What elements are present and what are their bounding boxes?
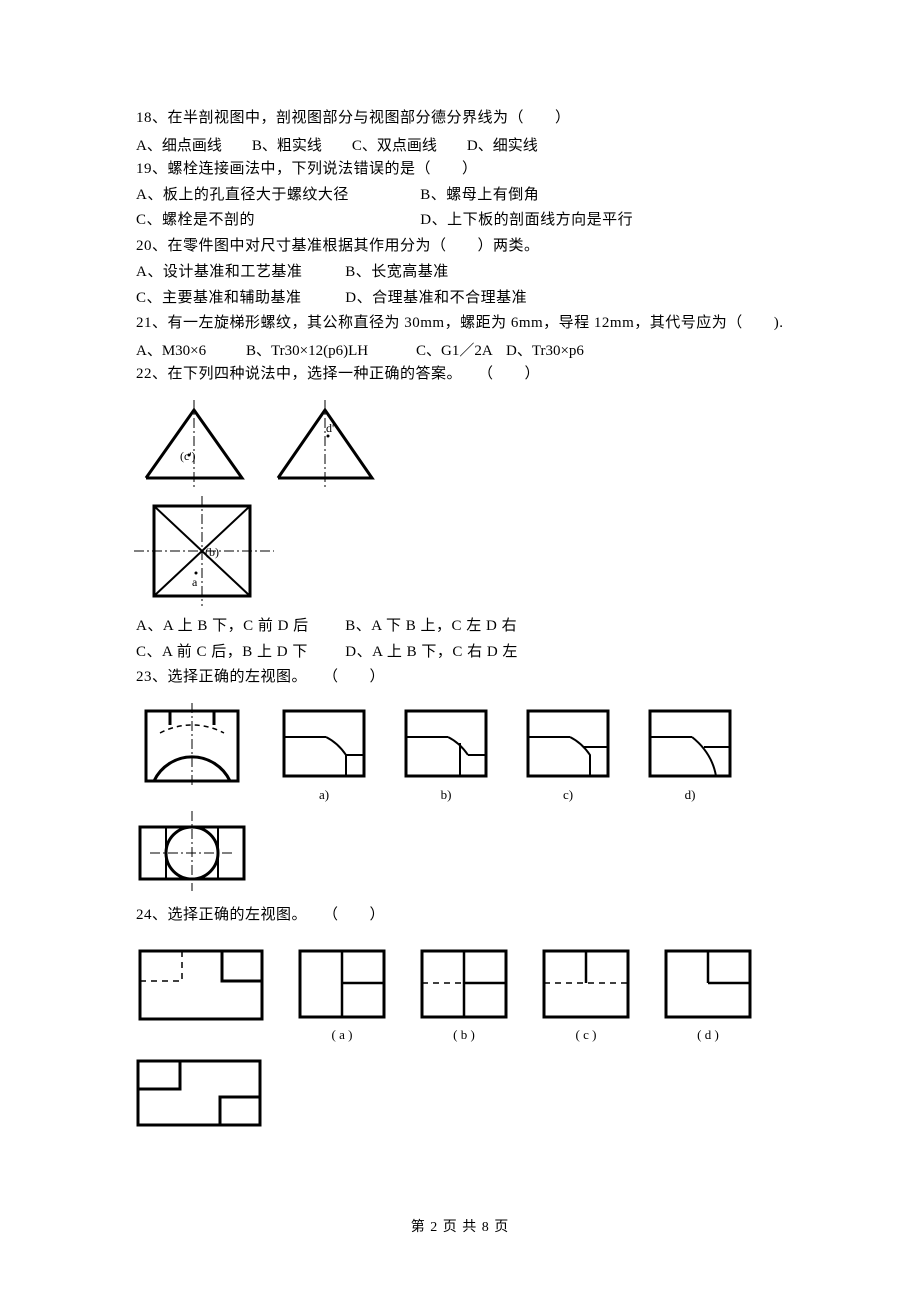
q24-opt-d: ( d ) [662,945,754,1043]
q20-optA: A、设计基准和工艺基准 [136,262,341,284]
q23-cap-d: d) [685,787,696,803]
q20-optB: B、长宽高基准 [345,264,449,280]
q20-stem: 20、在零件图中对尺寸基准根据其作用分为（ ）两类。 [136,236,790,258]
q18-optC: C、双点画线 [352,134,437,155]
q22-triangle-right: d'' [266,400,386,488]
q19-row1: A、板上的孔直径大于螺纹大径 B、螺母上有倒角 [136,185,790,207]
q20-row2: C、主要基准和辅助基准 D、合理基准和不合理基准 [136,288,790,310]
q19-stem: 19、螺栓连接画法中，下列说法错误的是（ ） [136,159,790,181]
q23-cap-c: c) [563,787,573,803]
q24-given-top-wrap [134,1055,790,1131]
q24-stem: 24、选择正确的左视图。 （ ） [136,905,790,927]
svg-text:d'': d'' [326,421,336,435]
q21-optC: C、G1／2A [416,339,506,360]
q24-opt-c: ( c ) [540,945,632,1043]
q24-opt-b: ( b ) [418,945,510,1043]
q23-cap-a: a) [319,787,329,803]
q18-optB: B、粗实线 [252,134,322,155]
q22-triangles-row: (c') d'' [134,400,790,488]
page-footer: 第 2 页 共 8 页 [0,1216,920,1236]
q23-given-front [136,703,248,788]
q18-stem: 18、在半剖视图中，剖视图部分与视图部分德分界线为（ ） [136,108,790,130]
q24-given-top [134,1055,264,1131]
q21-optD: D、Tr30×p6 [506,339,584,360]
q22-row2: C、A 前 C 后，B 上 D 下 D、A 上 B 下，C 右 D 左 [136,642,790,664]
q22-square-row: (b) a [134,496,790,606]
q24-row: ( a ) ( b ) ( c ) ( d ) [136,945,790,1043]
q23-stem: 23、选择正确的左视图。 （ ） [136,667,790,689]
q23-opt-b: b) [400,703,492,803]
svg-text:(b): (b) [205,545,219,559]
q22-optD: D、A 上 B 下，C 右 D 左 [345,644,518,660]
q23-given-top-wrap [134,811,790,891]
q20-row1: A、设计基准和工艺基准 B、长宽高基准 [136,262,790,284]
q19-optB: B、螺母上有倒角 [420,187,539,203]
q18-optA: A、细点画线 [136,134,222,155]
q21-optB: B、Tr30×12(p6)LH [246,339,416,360]
q24-opt-a: ( a ) [296,945,388,1043]
q19-optA: A、板上的孔直径大于螺纹大径 [136,185,416,207]
q22-row1: A、A 上 B 下，C 前 D 后 B、A 下 B 上，C 左 D 右 [136,616,790,638]
q24-given-front [136,945,266,1025]
q19-optD: D、上下板的剖面线方向是平行 [420,212,633,228]
q18-optD: D、细实线 [467,134,538,155]
q24-cap-a: ( a ) [332,1027,353,1043]
q23-row: a) b) c) d) [136,703,790,803]
svg-text:a: a [192,575,198,589]
q22-stem: 22、在下列四种说法中，选择一种正确的答案。 （ ） [136,364,790,386]
q23-opt-d: d) [644,703,736,803]
q21-stem: 21、有一左旋梯形螺纹，其公称直径为 30mm，螺距为 6mm，导程 12mm，… [136,313,790,335]
q21-optA: A、M30×6 [136,339,246,360]
q23-given-top [134,811,254,891]
q21-options: A、M30×6 B、Tr30×12(p6)LH C、G1／2A D、Tr30×p… [136,339,790,360]
q18-options: A、细点画线 B、粗实线 C、双点画线 D、细实线 [136,134,790,155]
q23-opt-a: a) [278,703,370,803]
q20-optC: C、主要基准和辅助基准 [136,288,341,310]
q22-optB: B、A 下 B 上，C 左 D 右 [345,618,517,634]
q22-square: (b) a [134,496,274,606]
q23-cap-b: b) [441,787,452,803]
svg-text:(c'): (c') [180,449,195,463]
q24-cap-c: ( c ) [576,1027,597,1043]
q19-row2: C、螺栓是不剖的 D、上下板的剖面线方向是平行 [136,210,790,232]
q20-optD: D、合理基准和不合理基准 [345,290,527,306]
q22-optA: A、A 上 B 下，C 前 D 后 [136,616,341,638]
q22-triangle-left: (c') [134,400,254,488]
q22-optC: C、A 前 C 后，B 上 D 下 [136,642,341,664]
q23-opt-c: c) [522,703,614,803]
q24-cap-d: ( d ) [697,1027,719,1043]
q19-optC: C、螺栓是不剖的 [136,210,416,232]
q24-cap-b: ( b ) [453,1027,475,1043]
